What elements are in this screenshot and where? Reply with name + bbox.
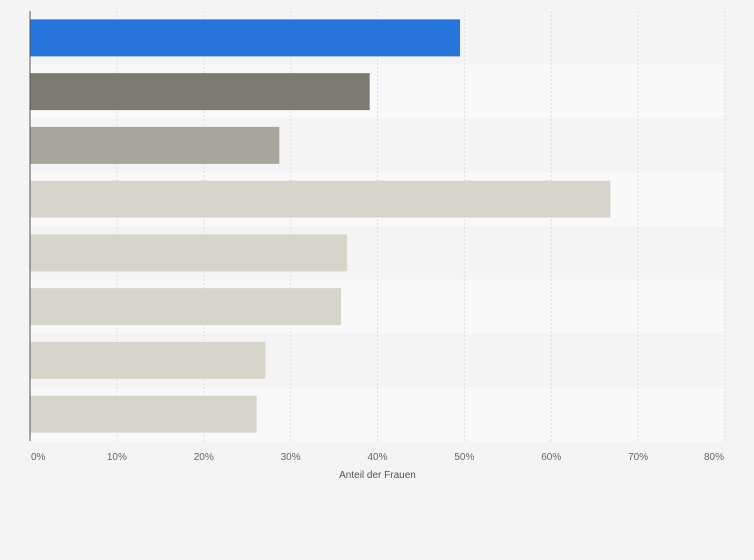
bars — [30, 19, 611, 433]
x-axis-title: Anteil der Frauen — [339, 470, 416, 481]
x-tick-label: 30% — [281, 452, 301, 463]
x-tick-label: 10% — [107, 452, 127, 463]
x-tick-label: 70% — [628, 452, 648, 463]
bar — [30, 180, 611, 218]
bar — [30, 341, 266, 379]
bar — [30, 126, 280, 164]
x-tick-label: 80% — [704, 452, 724, 463]
x-tick-label: 60% — [541, 452, 561, 463]
x-tick-label: 50% — [454, 452, 474, 463]
x-tick-label: 40% — [367, 452, 387, 463]
x-tick-label: 20% — [194, 452, 214, 463]
bar — [30, 288, 342, 326]
bar — [30, 234, 348, 272]
bar — [30, 73, 370, 111]
x-axis-tick-labels: 0% 10% 20% 30% 40% 50% 60% 70% 80% — [31, 452, 724, 463]
bar — [30, 395, 257, 433]
x-tick-label: 0% — [31, 452, 46, 463]
bar — [30, 19, 461, 57]
